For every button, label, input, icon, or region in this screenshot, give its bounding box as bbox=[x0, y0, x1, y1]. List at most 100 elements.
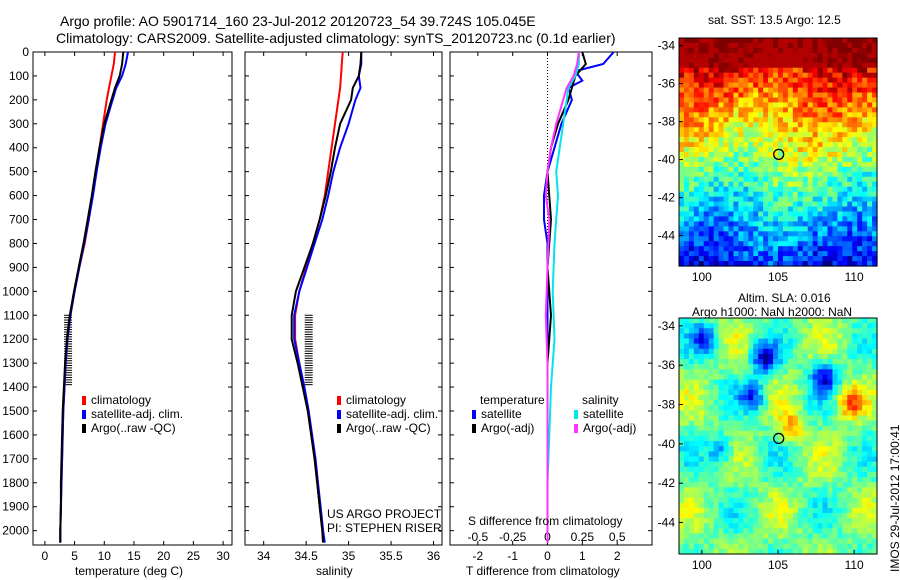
heatmap-cell bbox=[872, 87, 878, 94]
heatmap-cell bbox=[743, 384, 749, 391]
heatmap-cell bbox=[862, 181, 868, 188]
heatmap-cell bbox=[768, 171, 774, 178]
heatmap-cell bbox=[812, 379, 819, 386]
heatmap-cell bbox=[758, 246, 764, 252]
heatmap-cell bbox=[708, 512, 715, 519]
heatmap-cell bbox=[683, 231, 690, 237]
heatmap-cell bbox=[787, 348, 794, 355]
heatmap-cell bbox=[768, 211, 774, 218]
heatmap-cell bbox=[768, 47, 774, 54]
heatmap-cell bbox=[782, 420, 789, 427]
heatmap-cell bbox=[812, 441, 819, 447]
heatmap-cell bbox=[782, 497, 789, 504]
heatmap-cell bbox=[713, 528, 720, 535]
heatmap-cell bbox=[872, 77, 878, 84]
heatmap-cell bbox=[782, 57, 789, 64]
heatmap-cell bbox=[792, 186, 799, 193]
heatmap-cell bbox=[708, 72, 715, 79]
heatmap-cell bbox=[733, 410, 739, 417]
heatmap-cell bbox=[852, 374, 858, 381]
heatmap-cell bbox=[802, 47, 809, 54]
heatmap-cell bbox=[797, 430, 804, 437]
heatmap-cell bbox=[773, 543, 779, 550]
heatmap-cell bbox=[708, 236, 715, 242]
heatmap-cell bbox=[728, 147, 735, 153]
heatmap-cell bbox=[867, 251, 873, 257]
heatmap-cell bbox=[763, 364, 769, 370]
heatmap-cell bbox=[723, 492, 730, 499]
heatmap-cell bbox=[792, 384, 799, 391]
heatmap-cell bbox=[778, 548, 784, 555]
heatmap-cell bbox=[822, 451, 829, 458]
heatmap-cell bbox=[679, 400, 685, 406]
heatmap-cell bbox=[693, 333, 700, 340]
heatmap-cell bbox=[733, 161, 739, 168]
heatmap-cell bbox=[847, 456, 853, 463]
heatmap-cell bbox=[872, 348, 878, 355]
heatmap-cell bbox=[688, 171, 695, 178]
heatmap-cell bbox=[693, 410, 700, 417]
heatmap-cell bbox=[728, 122, 735, 128]
heatmap-cell bbox=[792, 369, 799, 376]
heatmap-cell bbox=[837, 117, 843, 123]
heatmap-cell bbox=[797, 394, 804, 401]
heatmap-cell bbox=[778, 436, 784, 442]
heatmap-cell bbox=[763, 261, 769, 267]
heatmap-cell bbox=[867, 364, 873, 370]
heatmap-cell bbox=[688, 102, 695, 108]
heatmap-cell bbox=[867, 161, 873, 168]
heatmap-cell bbox=[812, 523, 819, 529]
heatmap-cell bbox=[763, 176, 769, 183]
heatmap-cell bbox=[807, 156, 814, 163]
heatmap-cell bbox=[763, 492, 769, 499]
heatmap-cell bbox=[728, 348, 735, 355]
heatmap-cell bbox=[758, 471, 764, 478]
heatmap-cell bbox=[713, 451, 720, 458]
heatmap-cell bbox=[862, 226, 868, 232]
heatmap-cell bbox=[708, 67, 715, 74]
heatmap-cell bbox=[679, 256, 685, 262]
heatmap-cell bbox=[773, 369, 779, 376]
heatmap-cell bbox=[792, 261, 799, 267]
heatmap-cell bbox=[753, 400, 759, 406]
heatmap-cell bbox=[827, 343, 834, 350]
heatmap-cell bbox=[733, 405, 739, 411]
heatmap-cell bbox=[802, 364, 809, 370]
heatmap-cell bbox=[867, 353, 873, 360]
heatmap-cell bbox=[703, 451, 710, 458]
heatmap-cell bbox=[797, 369, 804, 376]
heatmap-cell bbox=[812, 201, 819, 208]
heatmap-cell bbox=[753, 47, 759, 54]
heatmap-cell bbox=[698, 369, 705, 376]
heatmap-cell bbox=[787, 181, 794, 188]
heatmap-cell bbox=[738, 216, 744, 222]
heatmap-cell bbox=[872, 318, 878, 324]
heatmap-cell bbox=[832, 196, 838, 203]
heatmap-cell bbox=[792, 67, 799, 74]
heatmap-cell bbox=[688, 348, 695, 355]
heatmap-cell bbox=[763, 236, 769, 242]
heatmap-cell bbox=[748, 216, 754, 222]
heatmap-cell bbox=[713, 132, 720, 138]
heatmap-cell bbox=[792, 512, 799, 519]
heatmap-cell bbox=[822, 181, 829, 188]
heatmap-cell bbox=[728, 333, 735, 340]
y-tick-label: 1000 bbox=[2, 284, 29, 298]
heatmap-cell bbox=[832, 343, 838, 350]
heatmap-cell bbox=[703, 216, 710, 222]
heatmap-cell bbox=[872, 226, 878, 232]
heatmap-cell bbox=[792, 348, 799, 355]
heatmap-cell bbox=[852, 112, 858, 118]
heatmap-cell bbox=[837, 502, 843, 509]
heatmap-cell bbox=[758, 82, 764, 89]
heatmap-cell bbox=[773, 52, 779, 59]
heatmap-cell bbox=[862, 451, 868, 458]
heatmap-cell bbox=[713, 261, 720, 267]
heatmap-cell bbox=[852, 226, 858, 232]
heatmap-cell bbox=[743, 211, 749, 218]
heatmap-cell bbox=[748, 251, 754, 257]
heatmap-cell bbox=[763, 466, 769, 473]
heatmap-cell bbox=[807, 171, 814, 178]
heatmap-cell bbox=[708, 246, 715, 252]
heatmap-cell bbox=[703, 62, 710, 69]
